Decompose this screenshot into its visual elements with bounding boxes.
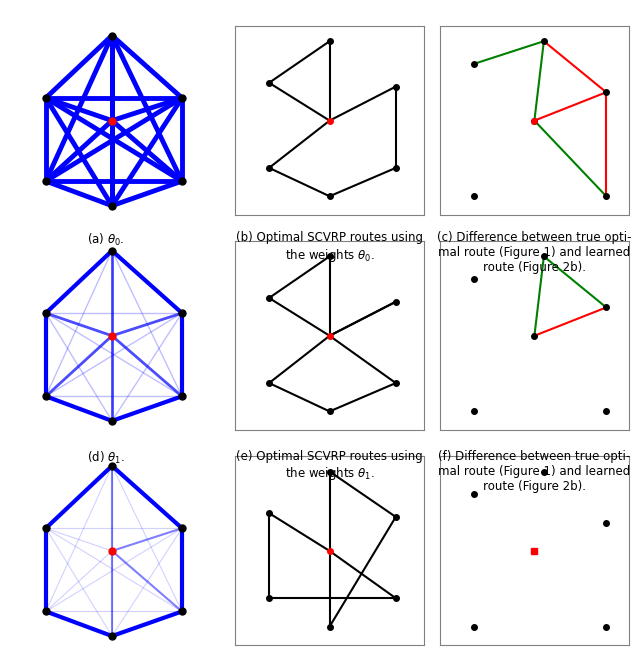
Text: (d) $\theta_1$.: (d) $\theta_1$. — [87, 450, 124, 466]
Text: (e) Optimal SCVRP routes using
the weights $\theta_1$.: (e) Optimal SCVRP routes using the weigh… — [236, 450, 423, 482]
Text: (c) Difference between true opti-
mal route (Figure 1) and learned
route (Figure: (c) Difference between true opti- mal ro… — [437, 231, 632, 274]
Text: (f) Difference between true opti-
mal route (Figure 1) and learned
route (Figure: (f) Difference between true opti- mal ro… — [438, 450, 630, 493]
Text: (a) $\theta_0$.: (a) $\theta_0$. — [87, 231, 124, 248]
Text: (b) Optimal SCVRP routes using
the weights $\theta_0$.: (b) Optimal SCVRP routes using the weigh… — [236, 231, 423, 264]
